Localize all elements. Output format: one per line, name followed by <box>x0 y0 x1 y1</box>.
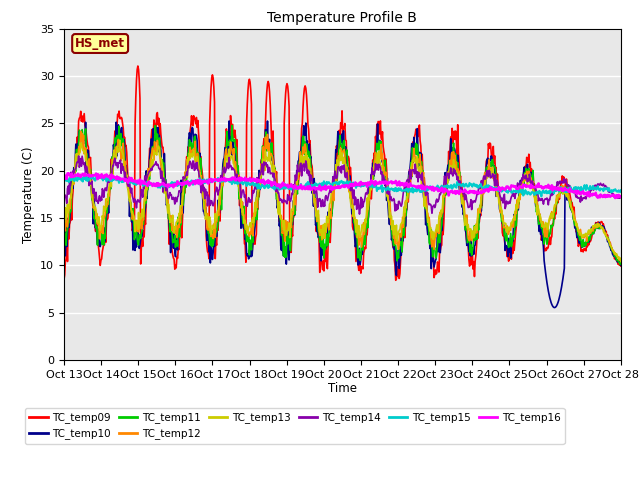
Line: TC_temp10: TC_temp10 <box>64 121 621 308</box>
TC_temp10 <box>384 203 392 209</box>
TC_temp09 <box>384 189 392 194</box>
TC_temp10 <box>551 305 559 311</box>
Text: HS_met: HS_met <box>75 37 125 50</box>
TC_temp10 <box>60 220 68 226</box>
TC_temp09 <box>541 248 548 254</box>
TC_temp11 <box>616 262 624 267</box>
TC_temp12 <box>483 172 491 178</box>
TC_temp14 <box>541 196 548 202</box>
TC_temp09 <box>484 161 492 167</box>
TC_temp16 <box>63 170 71 176</box>
TC_temp10 <box>483 157 491 163</box>
TC_temp13 <box>116 137 124 143</box>
TC_temp10 <box>415 149 423 155</box>
TC_temp09 <box>617 263 625 269</box>
TC_temp13 <box>415 166 423 171</box>
TC_temp10 <box>225 118 233 124</box>
TC_temp16 <box>617 193 625 199</box>
Line: TC_temp15: TC_temp15 <box>64 175 621 196</box>
TC_temp15 <box>415 188 423 193</box>
TC_temp12 <box>617 256 625 262</box>
TC_temp09 <box>399 229 407 235</box>
TC_temp15 <box>384 184 392 190</box>
TC_temp16 <box>95 175 102 181</box>
TC_temp11 <box>384 197 392 203</box>
TC_temp09 <box>392 277 399 283</box>
Line: TC_temp12: TC_temp12 <box>64 132 621 260</box>
TC_temp13 <box>617 259 625 264</box>
TC_temp13 <box>60 217 68 223</box>
TC_temp12 <box>616 257 623 263</box>
TC_temp16 <box>483 186 491 192</box>
TC_temp11 <box>483 165 491 171</box>
TC_temp12 <box>95 220 102 226</box>
TC_temp14 <box>75 153 83 159</box>
TC_temp16 <box>611 195 619 201</box>
TC_temp15 <box>60 175 68 180</box>
TC_temp09 <box>94 241 102 247</box>
TC_temp09 <box>416 138 424 144</box>
TC_temp13 <box>94 220 102 226</box>
TC_temp14 <box>416 172 424 178</box>
TC_temp09 <box>60 276 68 282</box>
X-axis label: Time: Time <box>328 383 357 396</box>
TC_temp11 <box>415 155 423 160</box>
TC_temp11 <box>60 222 68 228</box>
TC_temp16 <box>60 173 68 179</box>
TC_temp11 <box>228 122 236 128</box>
TC_temp12 <box>77 129 84 134</box>
TC_temp10 <box>94 236 102 242</box>
TC_temp10 <box>399 239 406 244</box>
TC_temp11 <box>540 241 548 247</box>
TC_temp12 <box>415 159 423 165</box>
TC_temp11 <box>94 232 102 238</box>
TC_temp12 <box>384 191 392 196</box>
TC_temp14 <box>95 195 102 201</box>
TC_temp13 <box>483 175 491 181</box>
TC_temp14 <box>385 192 392 197</box>
Line: TC_temp11: TC_temp11 <box>64 125 621 264</box>
TC_temp14 <box>399 190 407 195</box>
TC_temp16 <box>399 180 406 186</box>
TC_temp16 <box>384 181 392 187</box>
TC_temp16 <box>540 184 548 190</box>
TC_temp14 <box>617 193 625 199</box>
Legend: TC_temp09, TC_temp10, TC_temp11, TC_temp12, TC_temp13, TC_temp14, TC_temp15, TC_: TC_temp09, TC_temp10, TC_temp11, TC_temp… <box>25 408 564 444</box>
TC_temp13 <box>384 198 392 204</box>
TC_temp12 <box>540 229 548 235</box>
TC_temp15 <box>617 188 625 193</box>
TC_temp14 <box>356 211 364 217</box>
Line: TC_temp16: TC_temp16 <box>64 173 621 198</box>
TC_temp11 <box>617 260 625 265</box>
Line: TC_temp13: TC_temp13 <box>64 140 621 262</box>
TC_temp15 <box>538 193 545 199</box>
TC_temp12 <box>399 214 406 220</box>
TC_temp15 <box>399 188 406 193</box>
TC_temp13 <box>399 220 406 226</box>
TC_temp15 <box>483 182 491 188</box>
TC_temp16 <box>415 184 423 190</box>
TC_temp15 <box>95 172 102 178</box>
TC_temp14 <box>484 173 492 179</box>
TC_temp10 <box>617 263 625 268</box>
Line: TC_temp09: TC_temp09 <box>64 66 621 280</box>
Y-axis label: Temperature (C): Temperature (C) <box>22 146 35 243</box>
TC_temp11 <box>399 227 406 232</box>
Title: Temperature Profile B: Temperature Profile B <box>268 11 417 25</box>
TC_temp12 <box>60 224 68 230</box>
TC_temp13 <box>540 225 548 230</box>
TC_temp15 <box>93 172 100 178</box>
Line: TC_temp14: TC_temp14 <box>64 156 621 214</box>
TC_temp15 <box>541 190 548 196</box>
TC_temp10 <box>540 258 548 264</box>
TC_temp09 <box>134 63 141 69</box>
TC_temp14 <box>60 197 68 203</box>
